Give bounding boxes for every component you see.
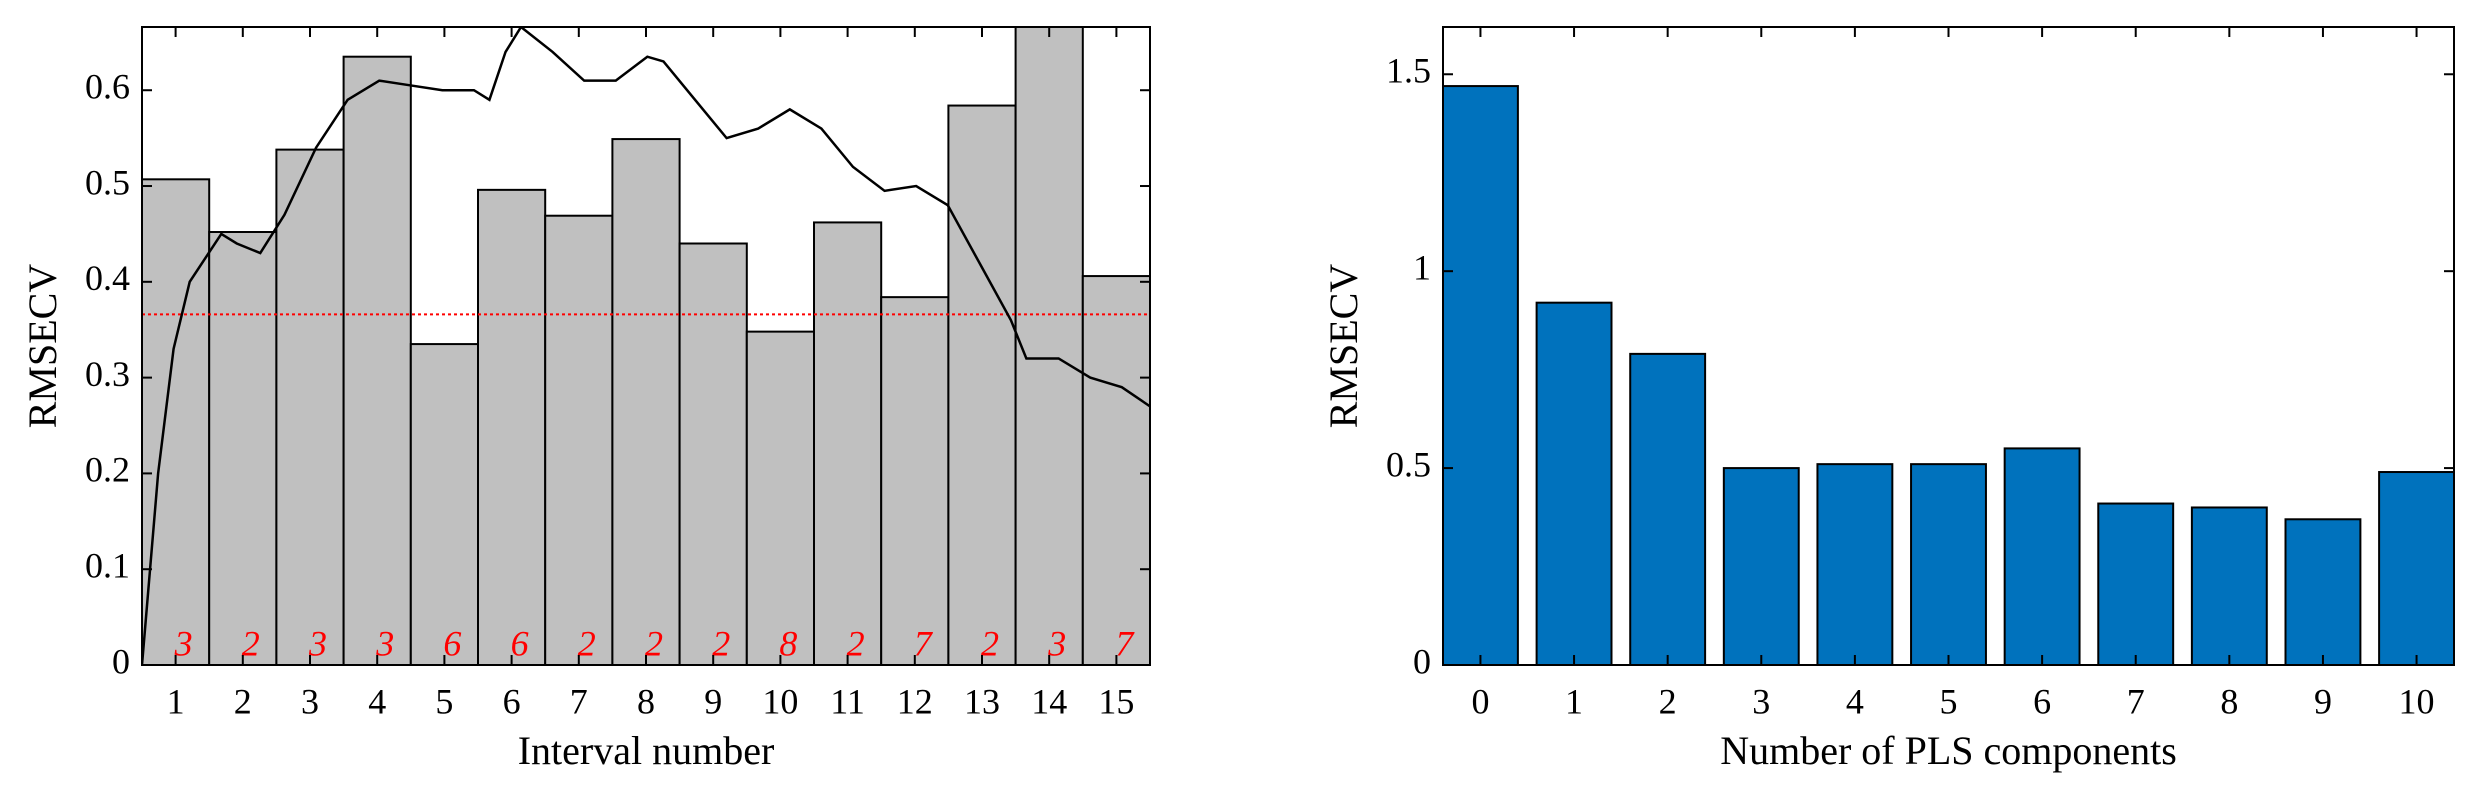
- component-count: 3: [375, 623, 394, 663]
- bar: [544, 214, 614, 665]
- bar: [1014, 27, 1084, 665]
- component-count: 6: [443, 623, 461, 663]
- y-tick-label: 0.3: [85, 354, 130, 394]
- bar: [947, 104, 1017, 665]
- component-count: 3: [174, 623, 193, 663]
- y-tick-label: 0.2: [85, 450, 130, 490]
- y-tick-label: 1: [1413, 247, 1431, 287]
- bar: [2378, 471, 2454, 665]
- x-tick-label: 5: [1940, 681, 1958, 721]
- bar: [2284, 518, 2362, 665]
- x-axis-label: Number of PLS components: [1720, 728, 2177, 773]
- component-count: 2: [645, 623, 663, 663]
- x-tick-label: 7: [570, 681, 588, 721]
- component-count: 8: [779, 623, 797, 663]
- x-tick-label: 8: [637, 681, 655, 721]
- x-tick-label: 5: [435, 681, 453, 721]
- component-count: 3: [308, 623, 327, 663]
- y-tick-label: 0.5: [1386, 444, 1431, 484]
- bar: [2003, 447, 2081, 665]
- bar: [477, 188, 547, 665]
- x-tick-label: 11: [830, 681, 865, 721]
- bar: [1722, 467, 1800, 665]
- bar: [208, 231, 278, 665]
- curve: [142, 27, 1150, 665]
- x-tick-label: 4: [368, 681, 386, 721]
- y-tick-label: 0: [1413, 641, 1431, 681]
- x-tick-label: 10: [762, 681, 798, 721]
- component-count: 3: [1047, 623, 1066, 663]
- x-tick-label: 4: [1846, 681, 1864, 721]
- bar: [409, 343, 479, 665]
- x-tick-label: 1: [167, 681, 185, 721]
- bar: [745, 330, 815, 665]
- chart: 0 0.5 1 1.5 0 1 2 3 4 5 6 7 8 9 10 Number of PLS compon…: [1321, 26, 2455, 773]
- component-count: 2: [847, 623, 865, 663]
- component-count: 7: [1115, 623, 1135, 663]
- y-tick-label: 1.5: [1386, 51, 1431, 91]
- y-tick-label: 0.1: [85, 545, 130, 585]
- x-tick-label: 12: [897, 681, 933, 721]
- x-tick-label: 2: [1659, 681, 1677, 721]
- component-count: 2: [981, 623, 999, 663]
- x-tick-label: 6: [2033, 681, 2051, 721]
- component-count: 7: [914, 623, 934, 663]
- x-tick-label: 10: [2399, 681, 2435, 721]
- x-tick-label: 3: [1752, 681, 1770, 721]
- x-tick-label: 3: [301, 681, 319, 721]
- x-tick-label: 6: [503, 681, 521, 721]
- y-axis-label: RMSECV: [20, 264, 65, 429]
- bar: [1629, 352, 1707, 665]
- chart: 3 2 3 3 6 6 2 2 2 8 2 7 2 3 700.10.20.30.40.50.61 2 3 4 5 6…: [20, 26, 1151, 773]
- x-tick-label: 9: [704, 681, 722, 721]
- x-axis-label: Interval number: [518, 728, 775, 773]
- x-tick-label: 0: [1471, 681, 1489, 721]
- bar: [1535, 301, 1613, 665]
- bar: [1910, 463, 1987, 665]
- y-tick-label: 0.6: [85, 66, 130, 106]
- bar: [813, 221, 883, 665]
- component-count: 6: [511, 623, 529, 663]
- bar: [342, 55, 412, 665]
- bar: [1443, 85, 1519, 665]
- y-tick-label: 0: [112, 641, 130, 681]
- bar: [1081, 275, 1150, 665]
- bar: [142, 178, 211, 665]
- bar: [275, 148, 345, 665]
- x-tick-label: 7: [2127, 681, 2145, 721]
- x-tick-label: 15: [1098, 681, 1134, 721]
- bar: [611, 138, 681, 665]
- component-count: 2: [712, 623, 730, 663]
- x-tick-label: 8: [2220, 681, 2238, 721]
- bar: [880, 296, 950, 665]
- bar: [2097, 502, 2175, 665]
- x-tick-label: 1: [1565, 681, 1583, 721]
- plot-area: [142, 27, 1150, 665]
- y-tick-label: 0.4: [85, 258, 130, 298]
- bar: [1816, 463, 1894, 665]
- y-tick-label: 0.5: [85, 162, 130, 202]
- bar: [678, 242, 748, 665]
- x-tick-label: 14: [1031, 681, 1067, 721]
- plot-area: [1443, 85, 2454, 665]
- y-axis-label: RMSECV: [1321, 264, 1366, 429]
- x-tick-label: 13: [964, 681, 1000, 721]
- component-count: 2: [242, 623, 260, 663]
- component-count: 2: [578, 623, 596, 663]
- x-tick-label: 9: [2314, 681, 2332, 721]
- x-tick-label: 2: [234, 681, 252, 721]
- bar: [2190, 506, 2268, 665]
